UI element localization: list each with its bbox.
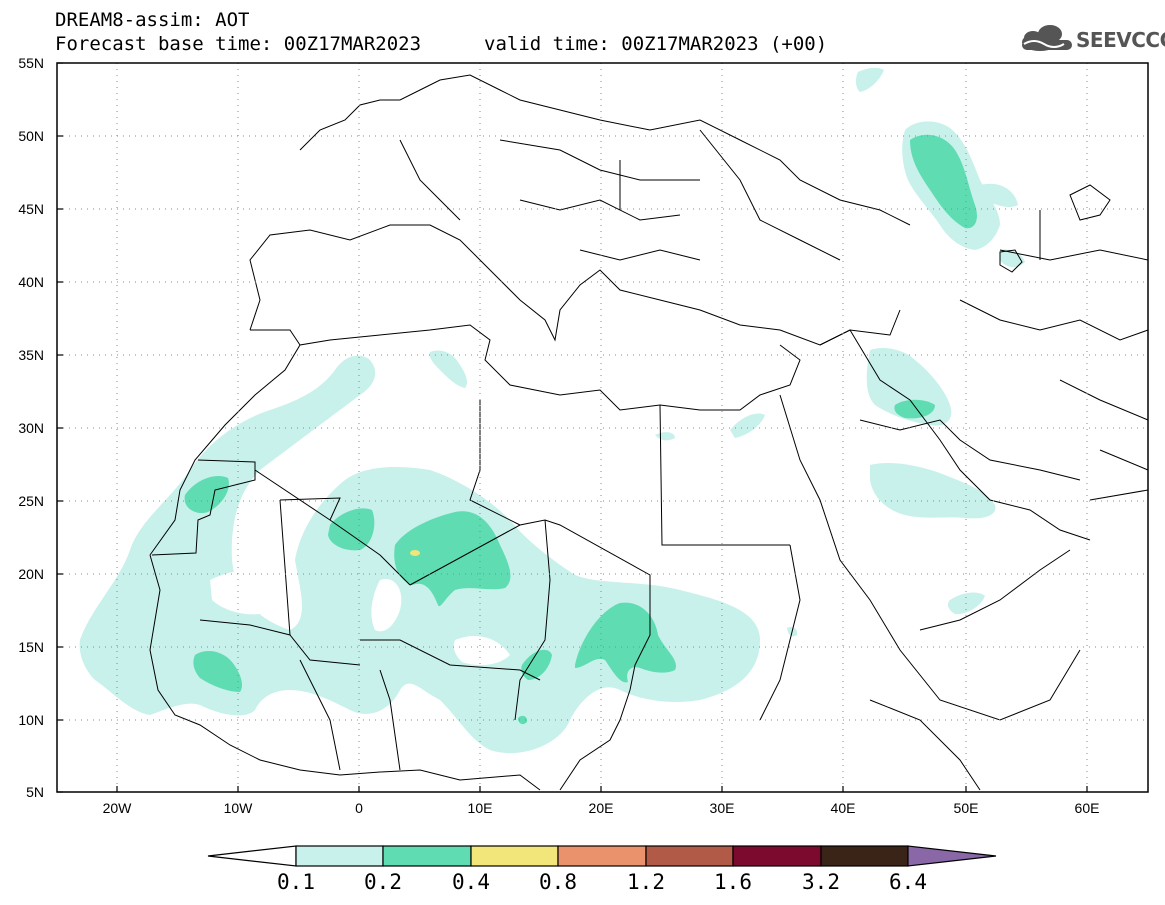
colorbar-label: 1.2 — [627, 870, 665, 894]
lat-label: 10N — [18, 712, 44, 728]
colorbar-label: 6.4 — [889, 870, 927, 894]
colorbar-bin-2 — [382, 845, 472, 867]
colorbar-label: 1.6 — [714, 870, 752, 894]
colorbar-label: 0.1 — [277, 870, 315, 894]
logo-text: SEEVCCC — [1076, 28, 1165, 52]
lat-label: 50N — [18, 128, 44, 144]
lon-label: 50E — [953, 800, 979, 816]
axis-ticks — [57, 62, 1088, 793]
lon-label: 40E — [830, 800, 856, 816]
lat-label: 15N — [18, 639, 44, 655]
aot-field — [79, 67, 1025, 754]
lon-label: 10E — [467, 800, 493, 816]
lat-label: 5N — [26, 784, 44, 800]
lat-label: 20N — [18, 566, 44, 582]
lon-label: 0 — [355, 800, 363, 816]
lon-label: 10W — [223, 800, 253, 816]
forecast-base-time: Forecast base time: 00Z17MAR2023 — [55, 33, 422, 55]
colorbar-label: 0.8 — [539, 870, 577, 894]
colorbar-bin-1 — [295, 845, 384, 867]
lat-label: 55N — [18, 55, 44, 71]
lon-label: 30E — [709, 800, 735, 816]
lon-label: 60E — [1074, 800, 1100, 816]
colorbar-high-arrow — [907, 845, 997, 867]
colorbar-label: 0.4 — [452, 870, 490, 894]
colorbar-bin-5 — [645, 845, 734, 867]
colorbar-label: 3.2 — [802, 870, 840, 894]
colorbar-low-arrow — [207, 845, 297, 867]
map-title: DREAM8-assim: AOT — [55, 9, 250, 31]
colorbar — [207, 845, 997, 867]
lat-label: 35N — [18, 347, 44, 363]
lat-label: 40N — [18, 274, 44, 290]
borders — [149, 74, 1149, 791]
lon-label: 20E — [588, 800, 614, 816]
colorbar-bin-3 — [470, 845, 559, 867]
lat-label: 25N — [18, 493, 44, 509]
lon-label: 20W — [102, 800, 132, 816]
lat-label: 30N — [18, 420, 44, 436]
valid-time: valid time: 00Z17MAR2023 (+00) — [484, 33, 828, 55]
colorbar-label: 0.2 — [364, 870, 402, 894]
lat-label: 45N — [18, 201, 44, 217]
colorbar-bin-6 — [732, 845, 822, 867]
colorbar-bin-4 — [557, 845, 647, 867]
colorbar-bin-7 — [820, 845, 909, 867]
